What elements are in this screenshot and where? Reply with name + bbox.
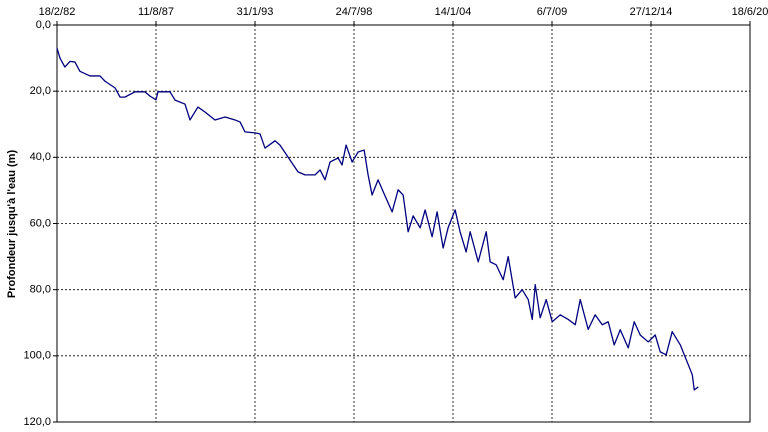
x-tick-label: 18/6/20 xyxy=(732,6,768,18)
plot-frame xyxy=(56,24,751,423)
x-tick-label: 6/7/09 xyxy=(537,6,568,18)
x-tick-label: 14/1/04 xyxy=(435,6,472,18)
y-tick-label: 0,0 xyxy=(36,19,51,31)
y-tick-label: 60,0 xyxy=(30,217,51,229)
y-tick-label: 20,0 xyxy=(30,85,51,97)
data-line xyxy=(56,47,699,391)
y-axis-title: Profondeur jusqu'à l'eau (m) xyxy=(6,150,18,299)
x-tick-label: 27/12/14 xyxy=(630,6,673,18)
x-tick-label: 11/8/87 xyxy=(138,6,174,18)
y-tick-label: 100,0 xyxy=(23,350,51,362)
x-tick-label: 24/7/98 xyxy=(336,6,373,18)
y-tick-label: 40,0 xyxy=(30,151,51,163)
y-tick-label: 120,0 xyxy=(23,416,51,428)
y-tick-label: 80,0 xyxy=(30,284,51,296)
x-tick-label: 18/2/82 xyxy=(39,6,76,18)
x-tick-label: 31/1/93 xyxy=(237,6,274,18)
